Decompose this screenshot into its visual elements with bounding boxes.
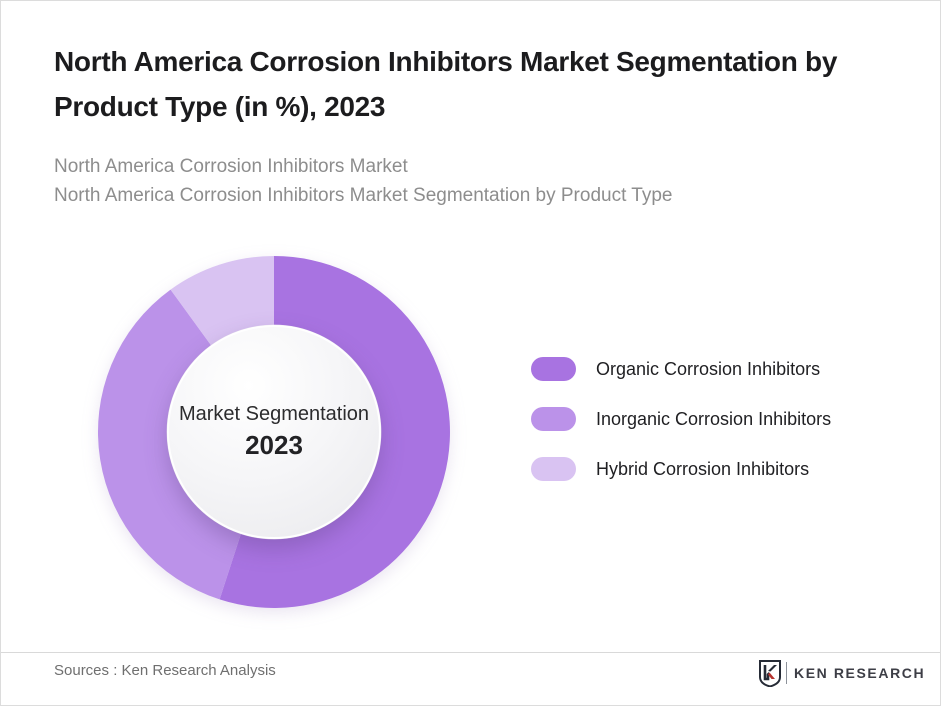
ken-research-shield-icon: [759, 659, 781, 687]
legend-item-organic: Organic Corrosion Inhibitors: [531, 357, 831, 381]
page-title: North America Corrosion Inhibitors Marke…: [54, 46, 838, 122]
legend-label-organic: Organic Corrosion Inhibitors: [596, 358, 821, 379]
subtitle-line-1: North America Corrosion Inhibitors Marke…: [54, 156, 408, 177]
ken-research-logo: KEN RESEARCH: [759, 658, 925, 688]
chart-legend: Organic Corrosion Inhibitors Inorganic C…: [531, 357, 831, 507]
subtitle-line-2: North America Corrosion Inhibitors Marke…: [54, 185, 673, 206]
donut-slice-2: [170, 256, 274, 346]
footer-divider: [1, 652, 940, 653]
legend-swatch-inorganic: [531, 407, 576, 431]
logo-divider: [786, 662, 787, 684]
donut-chart-svg: [97, 256, 450, 608]
donut-slice-0: [219, 256, 450, 608]
donut-center: Market Segmentation 2023: [167, 325, 381, 539]
sources-note: Sources : Ken Research Analysis: [54, 662, 276, 679]
donut-slice-1: [97, 289, 241, 600]
donut-center-year: 2023: [245, 430, 303, 460]
legend-swatch-hybrid: [531, 457, 576, 481]
legend-item-inorganic: Inorganic Corrosion Inhibitors: [531, 407, 831, 431]
brand-wordmark: KEN RESEARCH: [794, 665, 926, 681]
legend-label-hybrid: Hybrid Corrosion Inhibitors: [596, 458, 810, 479]
legend-label-inorganic: Inorganic Corrosion Inhibitors: [596, 408, 832, 429]
legend-item-hybrid: Hybrid Corrosion Inhibitors: [531, 457, 831, 481]
legend-swatch-organic: [531, 357, 576, 381]
chart-subtitle: North America Corrosion Inhibitors Marke…: [54, 152, 874, 210]
donut-chart: Market Segmentation 2023: [96, 254, 452, 610]
donut-center-label: Market Segmentation: [178, 403, 370, 425]
